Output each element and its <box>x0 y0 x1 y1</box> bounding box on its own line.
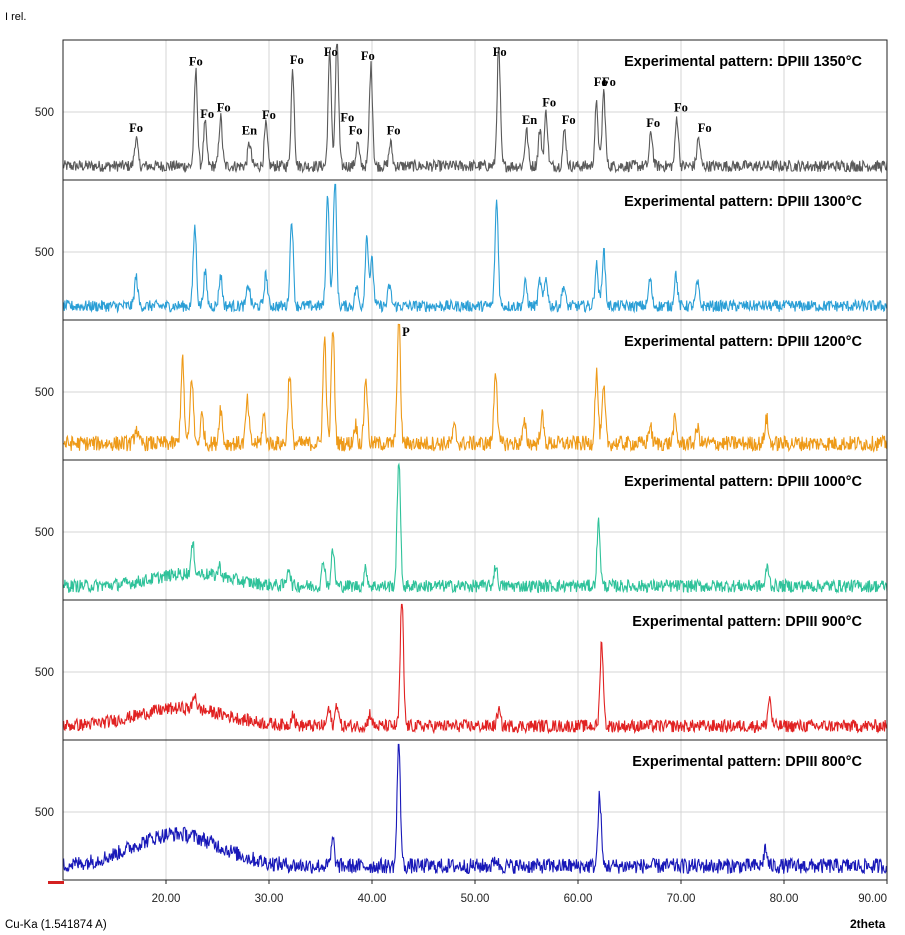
panel-title: Experimental pattern: DPIII 1350°C <box>624 54 862 70</box>
x-tick-label: 60.00 <box>564 893 593 905</box>
y-tick-label: 500 <box>35 527 54 539</box>
series-line <box>62 183 888 314</box>
peak-label: Fo <box>387 123 401 137</box>
radiation-label: Cu-Ka (1.541874 A) <box>5 919 107 931</box>
x-tick-label: 70.00 <box>667 893 696 905</box>
y-tick-label: 500 <box>35 667 54 679</box>
peak-label: Fo <box>349 123 363 137</box>
y-tick-label: 500 <box>35 387 54 399</box>
peak-label: Fo <box>698 121 712 135</box>
peak-label: Fo <box>542 95 556 109</box>
peak-label: Fo <box>340 111 354 125</box>
panel-title: Experimental pattern: DPIII 1300°C <box>624 194 862 210</box>
x-tick-label: 50.00 <box>461 893 490 905</box>
peak-label: Fo <box>674 100 688 114</box>
panel: 500 Experimental pattern: DPIII 1000°C <box>35 459 888 601</box>
series-line <box>62 603 888 735</box>
y-tick-label: 500 <box>35 247 54 259</box>
origin-marker <box>48 881 64 884</box>
peak-label: Fo <box>562 113 576 127</box>
y-axis-label: I rel. <box>5 11 26 23</box>
panel: 500 Experimental pattern: DPIII 1300°C <box>35 179 888 321</box>
peak-label: Fo <box>189 54 203 68</box>
y-tick-label: 500 <box>35 807 54 819</box>
panel: 500 Experimental pattern: DPIII 900°C <box>35 599 888 741</box>
peak-label: Fo <box>602 75 616 89</box>
x-tick-label: 30.00 <box>255 893 284 905</box>
peak-label: Fo <box>290 53 304 67</box>
x-tick-label: 80.00 <box>770 893 799 905</box>
x-axis: 20.00 30.00 40.00 50.00 60.00 70.00 80.00 90.00 <box>152 880 888 905</box>
peak-label: Fo <box>324 45 338 59</box>
series-line <box>62 323 888 453</box>
panel-title: Experimental pattern: DPIII 900°C <box>632 614 862 630</box>
x-tick-label: 20.00 <box>152 893 181 905</box>
x-tick-label: 90.00 <box>858 893 887 905</box>
peak-label: Fo <box>200 107 214 121</box>
peak-label: Fo <box>594 75 608 89</box>
panel-title: Experimental pattern: DPIII 1000°C <box>624 474 862 490</box>
series-line <box>62 462 888 594</box>
series-line <box>62 43 888 174</box>
peak-label: Fo <box>493 45 507 59</box>
x-axis-label: 2theta <box>850 917 886 931</box>
panel: 500 Experimental pattern: DPIII 800°C <box>35 739 888 881</box>
x-tick-label: 40.00 <box>358 893 387 905</box>
peak-label: Fo <box>361 49 375 63</box>
peak-label: Fo <box>646 116 660 130</box>
series-line <box>62 743 888 875</box>
peak-label: Fo <box>262 108 276 122</box>
peak-label: En <box>522 113 537 127</box>
panel: 500 Experimental pattern: DPIII 1200°C P <box>35 319 888 461</box>
y-tick-label: 500 <box>35 107 54 119</box>
peak-label: Fo <box>129 121 143 135</box>
peak-label: P <box>402 325 410 339</box>
panel-title: Experimental pattern: DPIII 1200°C <box>624 334 862 350</box>
panel-title: Experimental pattern: DPIII 800°C <box>632 754 862 770</box>
peak-label: Fo <box>217 100 231 114</box>
peak-label: En <box>242 123 257 137</box>
